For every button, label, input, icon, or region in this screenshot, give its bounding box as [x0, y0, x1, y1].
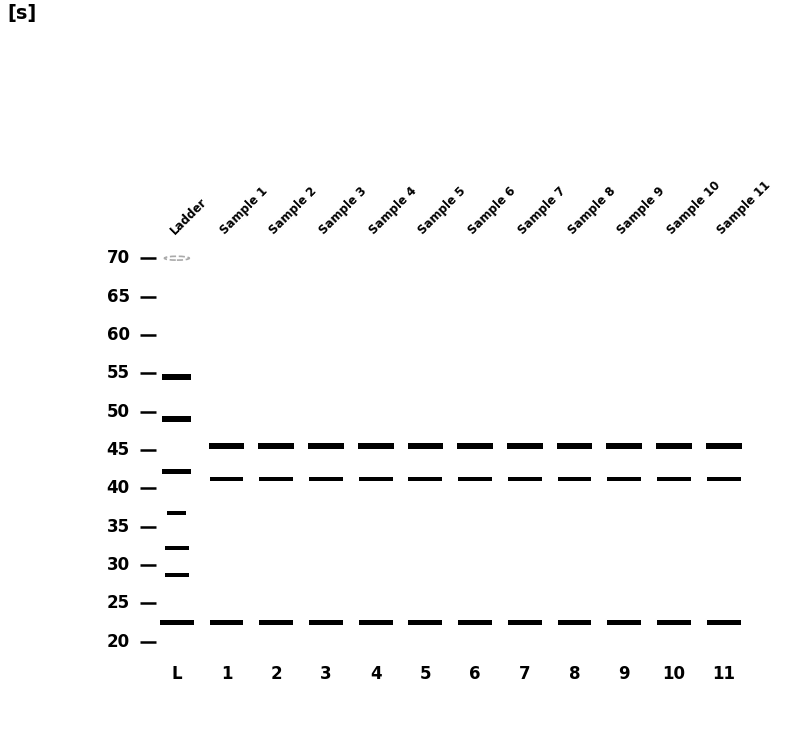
- FancyBboxPatch shape: [165, 573, 189, 577]
- FancyBboxPatch shape: [168, 511, 187, 515]
- Text: Sample 4: Sample 4: [367, 184, 419, 237]
- Text: 3: 3: [320, 664, 332, 683]
- Text: 7: 7: [519, 664, 530, 683]
- FancyBboxPatch shape: [408, 620, 442, 625]
- Text: L: L: [172, 664, 182, 683]
- FancyBboxPatch shape: [162, 469, 191, 474]
- FancyBboxPatch shape: [558, 620, 591, 625]
- FancyBboxPatch shape: [657, 620, 691, 625]
- Text: 6: 6: [469, 664, 481, 683]
- Text: Sample 7: Sample 7: [515, 184, 568, 237]
- FancyBboxPatch shape: [656, 443, 692, 449]
- Text: 70: 70: [106, 249, 130, 268]
- Text: 8: 8: [569, 664, 580, 683]
- Text: 50: 50: [107, 403, 130, 420]
- FancyBboxPatch shape: [258, 443, 294, 449]
- FancyBboxPatch shape: [160, 620, 194, 625]
- FancyBboxPatch shape: [608, 620, 641, 625]
- Text: Ladder: Ladder: [168, 195, 209, 237]
- Text: Sample 5: Sample 5: [416, 184, 469, 237]
- Text: 5: 5: [419, 664, 431, 683]
- Text: 65: 65: [107, 287, 130, 306]
- Text: 2: 2: [271, 664, 282, 683]
- FancyBboxPatch shape: [308, 443, 344, 449]
- FancyBboxPatch shape: [408, 477, 442, 481]
- FancyBboxPatch shape: [260, 620, 294, 625]
- FancyBboxPatch shape: [556, 443, 593, 449]
- FancyBboxPatch shape: [508, 620, 541, 625]
- Text: 9: 9: [619, 664, 630, 683]
- FancyBboxPatch shape: [657, 477, 691, 481]
- Text: 11: 11: [712, 664, 735, 683]
- FancyBboxPatch shape: [408, 443, 443, 449]
- Text: 1: 1: [221, 664, 232, 683]
- Text: Sample 1: Sample 1: [217, 184, 270, 237]
- FancyBboxPatch shape: [162, 620, 191, 625]
- FancyBboxPatch shape: [358, 443, 394, 449]
- Text: Sample 3: Sample 3: [317, 184, 369, 237]
- FancyBboxPatch shape: [209, 620, 243, 625]
- FancyBboxPatch shape: [458, 620, 492, 625]
- FancyBboxPatch shape: [707, 477, 741, 481]
- Text: 60: 60: [107, 326, 130, 344]
- FancyBboxPatch shape: [165, 546, 189, 551]
- Text: Sample 11: Sample 11: [715, 179, 773, 237]
- Text: Sample 10: Sample 10: [665, 179, 723, 237]
- FancyBboxPatch shape: [359, 477, 393, 481]
- Text: 35: 35: [106, 517, 130, 536]
- Text: Sample 8: Sample 8: [565, 184, 618, 237]
- FancyBboxPatch shape: [458, 477, 492, 481]
- FancyBboxPatch shape: [507, 443, 543, 449]
- FancyBboxPatch shape: [260, 477, 294, 481]
- FancyBboxPatch shape: [309, 620, 343, 625]
- FancyBboxPatch shape: [457, 443, 493, 449]
- Text: 55: 55: [107, 365, 130, 382]
- FancyBboxPatch shape: [706, 443, 741, 449]
- FancyBboxPatch shape: [162, 417, 191, 422]
- FancyBboxPatch shape: [162, 374, 191, 380]
- FancyBboxPatch shape: [359, 620, 393, 625]
- FancyBboxPatch shape: [558, 477, 591, 481]
- Text: 4: 4: [370, 664, 382, 683]
- Text: [s]: [s]: [8, 4, 37, 23]
- FancyBboxPatch shape: [209, 443, 245, 449]
- Text: 40: 40: [106, 479, 130, 498]
- Text: 25: 25: [106, 595, 130, 612]
- Text: 20: 20: [106, 633, 130, 650]
- FancyBboxPatch shape: [707, 620, 741, 625]
- Text: 30: 30: [106, 556, 130, 574]
- FancyBboxPatch shape: [309, 477, 343, 481]
- FancyBboxPatch shape: [209, 477, 243, 481]
- FancyBboxPatch shape: [508, 477, 541, 481]
- Text: Sample 9: Sample 9: [615, 184, 667, 237]
- Text: 45: 45: [106, 441, 130, 459]
- Text: Sample 6: Sample 6: [466, 184, 519, 237]
- FancyBboxPatch shape: [606, 443, 642, 449]
- FancyBboxPatch shape: [608, 477, 641, 481]
- Text: 10: 10: [663, 664, 685, 683]
- Text: Sample 2: Sample 2: [267, 184, 320, 237]
